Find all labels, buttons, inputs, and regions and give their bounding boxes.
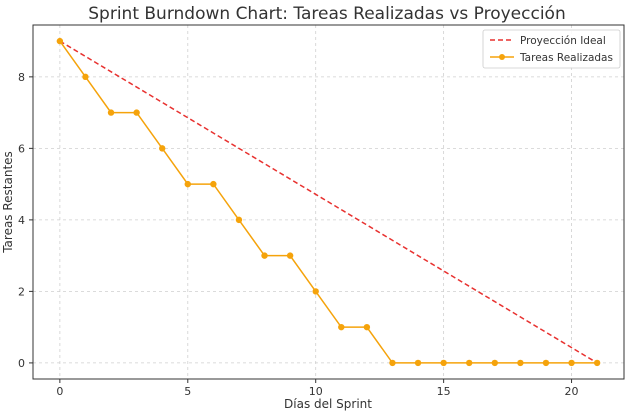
plot-frame	[32, 24, 625, 380]
y-tick-label: 4	[18, 214, 25, 227]
actual-tasks-point	[107, 109, 115, 116]
actual-tasks-point	[517, 359, 524, 367]
actual-tasks-point	[338, 323, 345, 331]
actual-tasks-point	[261, 252, 268, 259]
actual-tasks-point	[235, 216, 243, 224]
x-tick-label: 15	[437, 385, 451, 398]
actual-tasks-point	[414, 359, 422, 367]
actual-tasks-point	[466, 359, 473, 367]
actual-tasks-point	[82, 73, 89, 81]
y-tick-label: 2	[18, 285, 25, 298]
legend-marker-actual	[499, 54, 505, 60]
actual-tasks-point	[568, 359, 575, 367]
y-axis-label: Tareas Restantes	[1, 151, 15, 254]
actual-tasks-line	[59, 40, 598, 364]
actual-tasks-point	[286, 252, 294, 259]
actual-tasks-point	[184, 180, 191, 188]
actual-tasks-point	[491, 359, 498, 367]
actual-tasks-point	[56, 37, 64, 45]
actual-tasks-point	[133, 109, 140, 116]
x-tick-label: 10	[309, 385, 323, 398]
actual-tasks-point	[210, 180, 217, 188]
actual-tasks-point	[312, 288, 319, 295]
legend: Proyección Ideal Tareas Realizadas	[482, 29, 621, 69]
actual-tasks-point	[440, 359, 447, 367]
actual-tasks-point	[542, 359, 550, 367]
legend-label-ideal: Proyección Ideal	[520, 35, 606, 47]
legend-label-actual: Tareas Realizadas	[519, 52, 613, 64]
series-layer	[56, 37, 601, 367]
axis-ticks: 0 5 10 15 20 0 2 4 6 8	[18, 71, 579, 398]
y-tick-label: 0	[18, 357, 25, 370]
x-tick-label: 0	[56, 385, 63, 398]
chart-title: Sprint Burndown Chart: Tareas Realizadas…	[88, 4, 566, 24]
x-tick-label: 20	[565, 385, 579, 398]
legend-box	[482, 29, 621, 69]
x-tick-label: 5	[184, 385, 191, 398]
actual-tasks-point	[593, 359, 601, 367]
y-tick-label: 8	[18, 71, 25, 84]
y-tick-label: 6	[18, 142, 25, 155]
x-axis-label: Días del Sprint	[284, 397, 372, 411]
ideal-projection-line	[59, 40, 598, 364]
actual-tasks-point	[363, 323, 371, 331]
actual-tasks-point	[389, 359, 396, 367]
actual-tasks-point	[159, 145, 166, 152]
